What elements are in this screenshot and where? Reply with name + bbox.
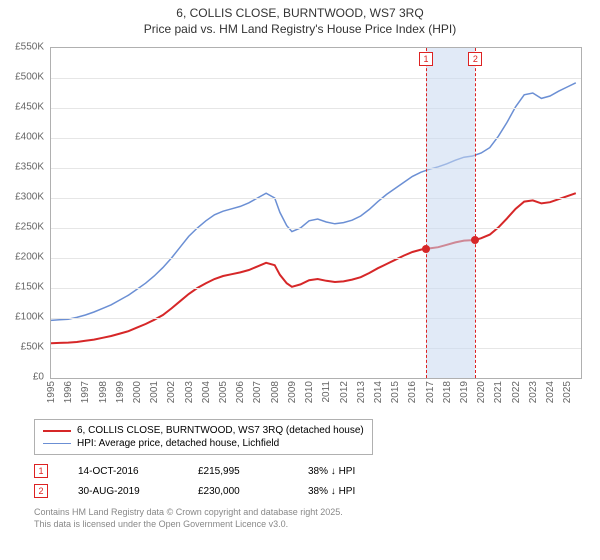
sale-comparison: 38% ↓ HPI — [308, 486, 408, 497]
title-line-2: Price paid vs. HM Land Registry's House … — [0, 22, 600, 38]
sale-row: 2 30-AUG-2019 £230,000 38% ↓ HPI — [34, 481, 600, 501]
y-axis-label: £100K — [15, 312, 44, 323]
sale-row: 1 14-OCT-2016 £215,995 38% ↓ HPI — [34, 461, 600, 481]
legend: 6, COLLIS CLOSE, BURNTWOOD, WS7 3RQ (det… — [34, 419, 373, 455]
gridline-h — [51, 108, 581, 109]
gridline-h — [51, 78, 581, 79]
title-line-1: 6, COLLIS CLOSE, BURNTWOOD, WS7 3RQ — [0, 6, 600, 22]
legend-row: HPI: Average price, detached house, Lich… — [43, 437, 364, 450]
marker-box: 1 — [419, 52, 433, 66]
sale-date: 30-AUG-2019 — [78, 486, 168, 497]
footer-line-1: Contains HM Land Registry data © Crown c… — [34, 507, 600, 519]
y-axis-label: £300K — [15, 192, 44, 203]
legend-label: HPI: Average price, detached house, Lich… — [77, 438, 279, 449]
sale-price: £215,995 — [198, 466, 278, 477]
series-hpi — [51, 83, 576, 321]
chart-area: 12 £0£50K£100K£150K£200K£250K£300K£350K£… — [0, 37, 600, 417]
y-axis-label: £0 — [33, 372, 44, 383]
sale-num: 2 — [34, 484, 48, 498]
plot-svg — [51, 48, 581, 378]
gridline-h — [51, 348, 581, 349]
gridline-h — [51, 228, 581, 229]
footer-attribution: Contains HM Land Registry data © Crown c… — [34, 507, 600, 530]
sale-dot — [422, 245, 430, 253]
y-axis-label: £150K — [15, 282, 44, 293]
sales-table: 1 14-OCT-2016 £215,995 38% ↓ HPI 2 30-AUG-201… — [34, 461, 600, 501]
y-axis-label: £550K — [15, 42, 44, 53]
marker-line — [475, 48, 476, 378]
y-axis-label: £200K — [15, 252, 44, 263]
highlight-band — [426, 48, 475, 378]
y-axis-label: £500K — [15, 72, 44, 83]
footer-line-2: This data is licensed under the Open Gov… — [34, 519, 600, 531]
legend-swatch — [43, 443, 71, 444]
series-price_paid — [51, 193, 576, 343]
legend-swatch — [43, 430, 71, 432]
sale-date: 14-OCT-2016 — [78, 466, 168, 477]
gridline-h — [51, 258, 581, 259]
gridline-h — [51, 318, 581, 319]
sale-price: £230,000 — [198, 486, 278, 497]
gridline-h — [51, 288, 581, 289]
legend-row: 6, COLLIS CLOSE, BURNTWOOD, WS7 3RQ (det… — [43, 424, 364, 437]
sale-num: 1 — [34, 464, 48, 478]
sale-comparison: 38% ↓ HPI — [308, 466, 408, 477]
gridline-h — [51, 138, 581, 139]
y-axis-label: £400K — [15, 132, 44, 143]
legend-label: 6, COLLIS CLOSE, BURNTWOOD, WS7 3RQ (det… — [77, 425, 364, 436]
y-axis-label: £50K — [21, 342, 44, 353]
marker-line — [426, 48, 427, 378]
gridline-h — [51, 168, 581, 169]
chart-title: 6, COLLIS CLOSE, BURNTWOOD, WS7 3RQ Pric… — [0, 0, 600, 37]
sale-dot — [471, 236, 479, 244]
gridline-h — [51, 198, 581, 199]
plot-area: 12 — [50, 47, 582, 379]
marker-box: 2 — [468, 52, 482, 66]
x-axis-label: 2025 — [562, 381, 598, 403]
y-axis-label: £450K — [15, 102, 44, 113]
y-axis-label: £350K — [15, 162, 44, 173]
y-axis-label: £250K — [15, 222, 44, 233]
